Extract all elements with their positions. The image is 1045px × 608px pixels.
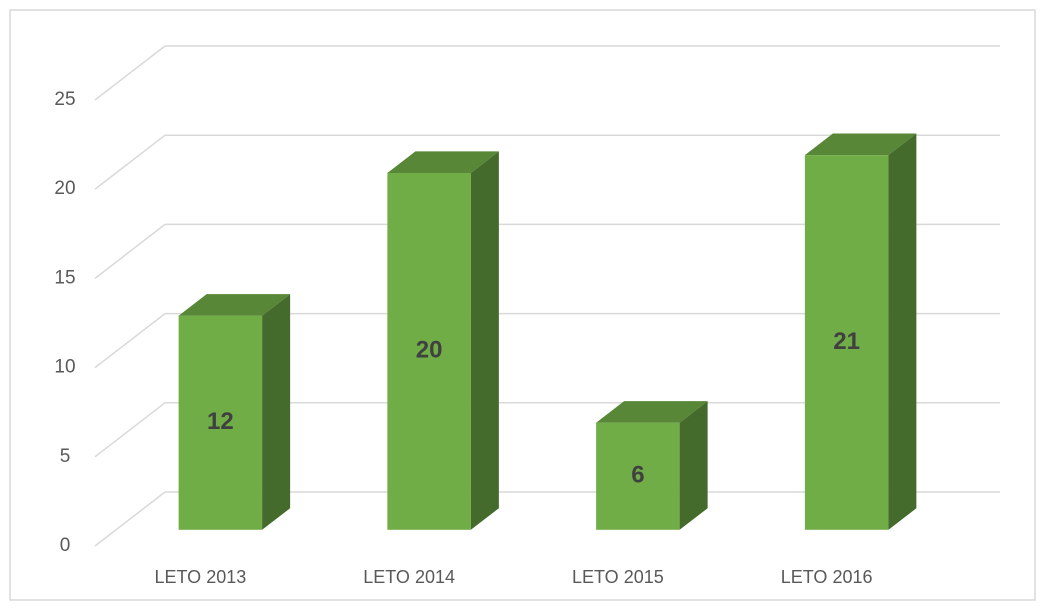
grid-line xyxy=(94,45,166,101)
bar-top xyxy=(178,294,291,316)
y-tick-label: 0 xyxy=(60,535,71,556)
bar-side xyxy=(470,151,499,530)
grid-line xyxy=(94,223,166,279)
y-tick-label: 5 xyxy=(60,446,71,467)
value-label: 21 xyxy=(833,328,860,355)
bar-side xyxy=(888,133,917,530)
value-label: 20 xyxy=(416,337,443,364)
bar-front xyxy=(178,315,263,530)
grid-line xyxy=(94,491,166,547)
bar-front xyxy=(387,173,471,530)
y-tick-label: 25 xyxy=(54,89,75,110)
y-tick-label: 15 xyxy=(54,267,75,288)
bar-top xyxy=(387,151,499,173)
bar-front xyxy=(596,422,680,530)
grid-line xyxy=(94,134,166,190)
bar-side xyxy=(679,401,708,530)
value-label: 6 xyxy=(631,462,644,489)
grid-line xyxy=(94,402,166,458)
x-tick-label: LETO 2014 xyxy=(363,567,455,587)
bar-front xyxy=(804,155,889,530)
x-tick-label: LETO 2013 xyxy=(155,567,247,587)
bar-side xyxy=(262,294,291,530)
x-tick-label: LETO 2016 xyxy=(781,567,873,587)
y-tick-label: 10 xyxy=(54,357,75,378)
bar-top xyxy=(596,401,708,423)
y-tick-label: 20 xyxy=(54,178,75,199)
grid-line xyxy=(94,313,166,369)
x-tick-label: LETO 2015 xyxy=(572,567,664,587)
value-label: 12 xyxy=(207,408,234,435)
bar-top xyxy=(804,133,917,156)
